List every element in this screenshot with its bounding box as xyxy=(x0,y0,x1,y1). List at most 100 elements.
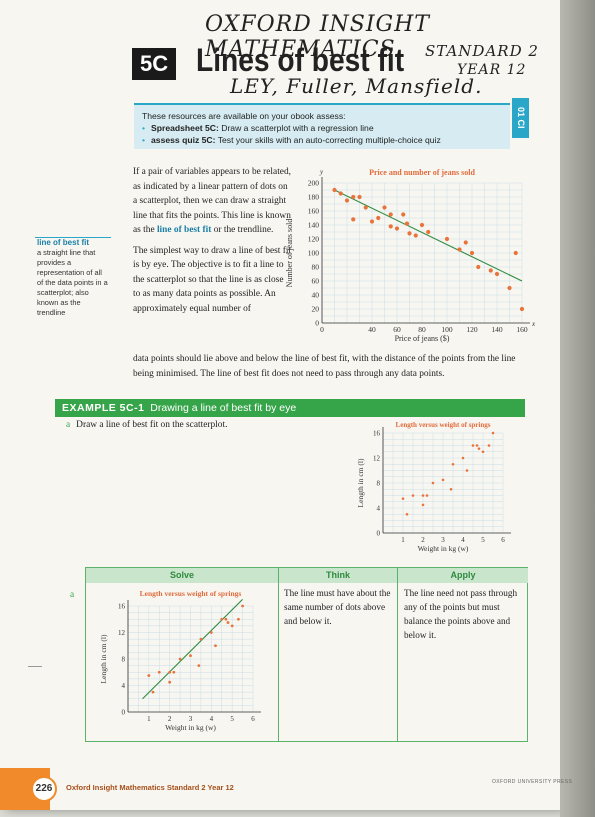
data-point xyxy=(147,674,151,677)
data-point xyxy=(451,462,455,466)
chart-title: Price and number of jeans sold xyxy=(369,168,475,177)
data-point xyxy=(351,194,356,200)
y-tick-label: 12 xyxy=(118,629,126,637)
y-tick-label: 40 xyxy=(312,291,320,300)
x-tick-label: 2 xyxy=(421,536,425,544)
data-point xyxy=(405,512,409,516)
page-title: Lines of best fit xyxy=(196,42,405,78)
handwritten-standard: STANDARD 2 xyxy=(425,42,539,60)
paragraph-1: If a pair of variables appears to be rel… xyxy=(133,167,291,235)
answer-label: a xyxy=(70,590,75,600)
data-point xyxy=(351,217,356,222)
x-tick-label: 5 xyxy=(230,715,234,723)
data-point xyxy=(487,444,491,447)
data-point xyxy=(481,450,485,454)
data-point xyxy=(376,215,381,221)
x-tick-label: 4 xyxy=(210,715,214,723)
data-point xyxy=(388,212,393,217)
data-point xyxy=(157,670,161,674)
y-tick-label: 180 xyxy=(308,193,320,202)
section-number: 5C xyxy=(132,48,177,80)
trendline xyxy=(334,189,523,282)
data-point xyxy=(357,194,362,200)
chart-title: Length versus weight of springs xyxy=(140,589,242,598)
page-number: 226 xyxy=(31,776,57,802)
y-tick-label: 100 xyxy=(308,249,320,258)
y-tick-label: 80 xyxy=(312,263,320,272)
data-point xyxy=(426,229,431,235)
think-header: Think xyxy=(279,568,397,583)
example-header: EXAMPLE 5C-1 Drawing a line of best fit … xyxy=(55,399,525,417)
y-tick-label: 0 xyxy=(315,319,319,328)
column-divider xyxy=(278,568,279,741)
springs-scatterplot-with-line: Length versus weight of springs 1 2 3 4 5 6 0 4 8… xyxy=(99,589,261,732)
data-point xyxy=(369,219,375,224)
data-point xyxy=(401,212,406,217)
data-point xyxy=(220,617,224,621)
x-tick-label: 1 xyxy=(401,536,405,544)
data-point xyxy=(419,222,425,228)
x-tick-label: 6 xyxy=(251,715,255,723)
data-point xyxy=(491,431,495,435)
y-tick-label: 0 xyxy=(377,530,381,538)
x-tick-label: 140 xyxy=(491,325,503,334)
data-point xyxy=(332,187,337,193)
data-point xyxy=(494,271,500,277)
data-point xyxy=(421,494,425,497)
data-point xyxy=(197,664,201,668)
data-point xyxy=(461,456,465,460)
apply-header: Apply xyxy=(398,568,528,583)
data-point xyxy=(488,268,493,273)
y-tick-label: 60 xyxy=(312,277,320,286)
y-axis-label: Length in cm (l) xyxy=(356,458,365,507)
handwritten-year: YEAR 12 xyxy=(457,62,527,78)
page-edge-shadow xyxy=(560,0,595,817)
resource-item[interactable]: assess quiz 5C: Test your skills with an… xyxy=(142,134,502,146)
data-point xyxy=(469,250,475,256)
publisher: OXFORD UNIVERSITY PRESS xyxy=(492,779,573,785)
handwritten-authors: LEY, Fuller, Mansfield. xyxy=(230,74,483,98)
jeans-scatterplot: Price and number of jeans sold y x 0 40 60 80 1… xyxy=(285,168,536,343)
y-tick-label: 140 xyxy=(308,221,320,230)
x-tick-label: 1 xyxy=(147,715,151,723)
x-axis-letter: x xyxy=(531,320,536,328)
data-point xyxy=(338,191,343,196)
handwritten-title: OXFORD INSIGHT MATHEMATICS xyxy=(205,12,430,62)
y-tick-label: 4 xyxy=(122,682,126,690)
data-point xyxy=(209,631,213,634)
margin-tick xyxy=(28,666,42,667)
body-column: If a pair of variables appears to be rel… xyxy=(133,165,293,322)
x-axis-label: Weight in kg (w) xyxy=(165,723,216,732)
data-point xyxy=(189,654,192,658)
x-tick-label: 3 xyxy=(189,715,193,723)
side-tab: 01 CI xyxy=(512,98,529,138)
resources-intro: These resources are available on your ob… xyxy=(142,111,346,121)
think-text: The line must have about the same number… xyxy=(284,588,391,626)
solution-table: Solve Think Apply The line must have abo… xyxy=(85,567,528,742)
x-tick-label: 100 xyxy=(441,325,453,334)
data-point xyxy=(477,447,481,450)
y-axis-letter: y xyxy=(319,168,324,176)
resource-item[interactable]: Spreadsheet 5C: Draw a scatterplot with … xyxy=(142,122,502,134)
y-axis-label: Length in cm (l) xyxy=(99,634,108,683)
data-point xyxy=(382,205,387,210)
x-tick-label: 4 xyxy=(461,536,465,544)
y-tick-label: 16 xyxy=(118,603,126,611)
definition-term: line of best fit xyxy=(37,238,89,247)
data-point xyxy=(421,503,425,507)
y-tick-label: 0 xyxy=(122,709,126,717)
trendline xyxy=(142,598,243,700)
y-tick-label: 8 xyxy=(122,656,126,664)
data-point xyxy=(404,221,410,226)
paragraph-3: data points should lie above and below t… xyxy=(133,354,516,379)
data-point xyxy=(241,604,244,608)
resources-box: These resources are available on your ob… xyxy=(134,103,510,149)
margin-definition: line of best fit a straight line that pr… xyxy=(37,238,109,318)
apply-text: The line need not pass through any of th… xyxy=(404,588,518,640)
column-divider xyxy=(397,568,398,741)
y-axis-label: Number of jeans sold xyxy=(285,219,294,288)
paragraph-2: The simplest way to draw a line of best … xyxy=(133,245,292,314)
y-tick-label: 20 xyxy=(312,305,320,314)
data-point xyxy=(394,226,400,231)
x-tick-label: 6 xyxy=(501,536,505,544)
